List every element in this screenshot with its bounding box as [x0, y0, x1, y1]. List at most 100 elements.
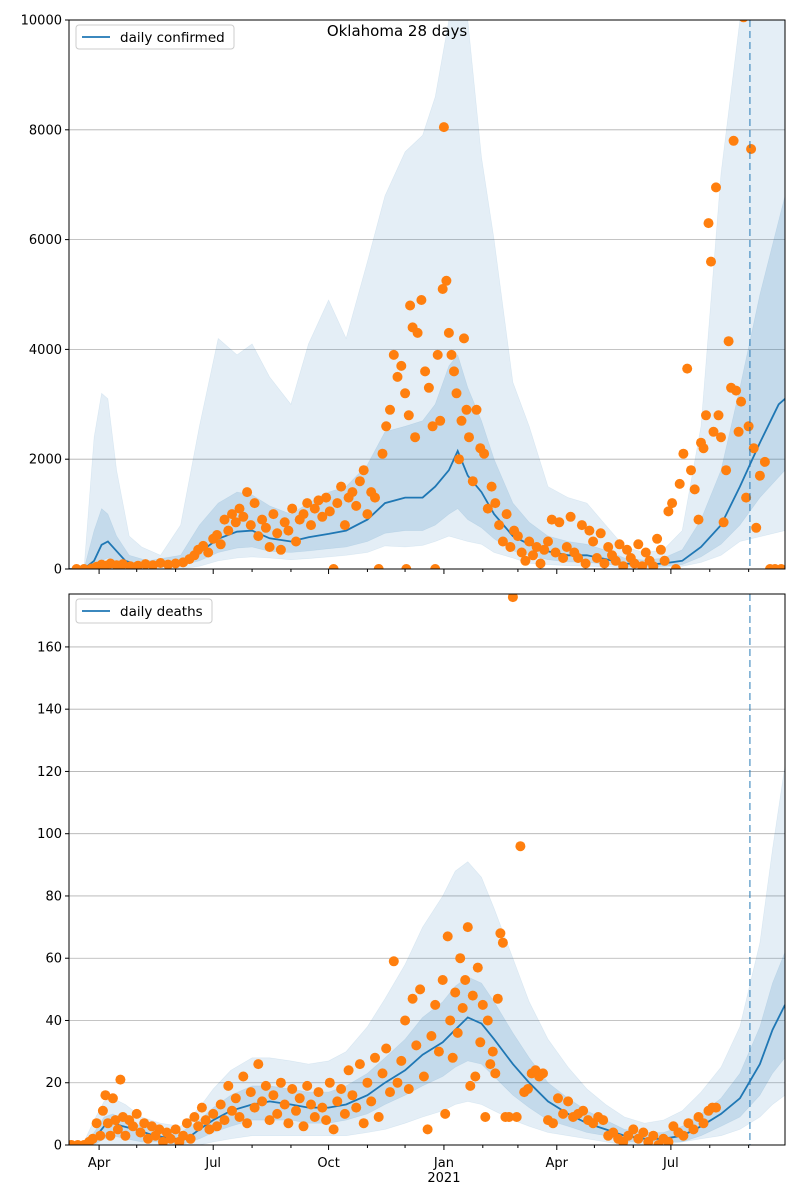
observed-point	[245, 1087, 256, 1098]
observed-point	[487, 1046, 498, 1057]
observed-point	[637, 561, 648, 569]
observed-point	[283, 525, 294, 536]
deaths-points	[69, 594, 721, 1145]
observed-point	[203, 547, 214, 558]
observed-point	[385, 404, 395, 415]
observed-point	[260, 1080, 271, 1091]
observed-point	[445, 1015, 456, 1026]
observed-point	[227, 1105, 237, 1116]
uncertainty-band-outer	[69, 20, 785, 569]
observed-point	[155, 558, 166, 568]
observed-point	[576, 520, 587, 531]
observed-point	[438, 122, 449, 133]
observed-point	[253, 1059, 264, 1070]
observed-point	[287, 1084, 298, 1094]
observed-point	[565, 511, 576, 522]
observed-point	[648, 1130, 659, 1141]
observed-point	[196, 1102, 207, 1113]
observed-point	[385, 1087, 395, 1098]
y-tick-label: 140	[37, 703, 62, 718]
observed-point	[291, 536, 301, 547]
observed-point	[339, 520, 350, 531]
observed-point	[317, 1102, 328, 1113]
observed-point	[140, 559, 151, 569]
observed-point	[743, 421, 754, 432]
observed-point	[354, 1059, 365, 1070]
observed-point	[358, 465, 369, 476]
observed-point	[370, 492, 380, 503]
observed-point	[298, 509, 309, 520]
observed-point	[377, 448, 388, 459]
observed-point	[347, 487, 358, 498]
observed-point	[279, 1099, 290, 1110]
deaths-y-axis: 0 20 40 60 80 100 120 140 160	[37, 640, 69, 1154]
observed-point	[110, 1115, 121, 1126]
observed-point	[347, 1090, 358, 1101]
observed-point	[759, 456, 770, 467]
observed-point	[497, 536, 508, 547]
observed-point	[422, 1124, 433, 1135]
observed-point	[528, 550, 538, 561]
observed-point	[580, 558, 591, 569]
observed-point	[400, 388, 411, 399]
observed-point	[640, 547, 651, 558]
observed-point	[441, 275, 452, 286]
observed-point	[279, 517, 290, 528]
observed-point	[324, 1077, 335, 1088]
observed-point	[682, 363, 693, 374]
observed-point	[516, 547, 527, 558]
observed-point	[410, 432, 421, 443]
observed-point	[131, 1108, 142, 1119]
observed-point	[407, 993, 418, 1004]
observed-point	[746, 144, 757, 154]
observed-point	[512, 531, 523, 542]
observed-point	[268, 509, 279, 520]
observed-point	[701, 410, 711, 421]
observed-point	[253, 531, 264, 542]
observed-point	[670, 564, 681, 569]
observed-point	[306, 1099, 316, 1110]
observed-point	[494, 520, 505, 531]
observed-point	[698, 1118, 709, 1129]
observed-point	[561, 542, 572, 552]
observed-point	[71, 564, 82, 569]
observed-point	[200, 1115, 211, 1126]
observed-point	[165, 1133, 176, 1144]
deaths-axes-frame	[68, 593, 786, 1146]
observed-point	[598, 1115, 609, 1126]
observed-point	[437, 975, 448, 985]
observed-point	[535, 558, 546, 569]
observed-point	[622, 544, 632, 555]
observed-point	[193, 1121, 204, 1132]
observed-point	[260, 522, 271, 533]
observed-point	[181, 1118, 192, 1129]
observed-point	[306, 520, 316, 531]
observed-point	[170, 1124, 181, 1135]
observed-point	[464, 432, 474, 443]
observed-point	[415, 984, 426, 995]
observed-point	[678, 448, 689, 459]
observed-point	[125, 561, 136, 569]
observed-point	[674, 478, 685, 489]
observed-point	[87, 1133, 98, 1144]
observed-point	[336, 481, 347, 492]
observed-point	[479, 448, 490, 459]
observed-point	[442, 931, 453, 942]
observed-point	[433, 1046, 444, 1057]
observed-point	[242, 487, 253, 498]
observed-point	[482, 1015, 493, 1026]
observed-point	[332, 498, 343, 509]
observed-point	[522, 1084, 533, 1094]
observed-point	[603, 542, 614, 552]
observed-point	[501, 509, 512, 520]
observed-point	[741, 492, 752, 503]
y-tick-label: 6000	[29, 233, 62, 248]
observed-point	[381, 1043, 392, 1054]
x-tick-label: Jul	[204, 1156, 221, 1171]
observed-point	[454, 454, 464, 465]
observed-point	[223, 525, 234, 536]
observed-point	[689, 484, 700, 495]
observed-point	[100, 1090, 111, 1101]
observed-point	[321, 492, 332, 503]
